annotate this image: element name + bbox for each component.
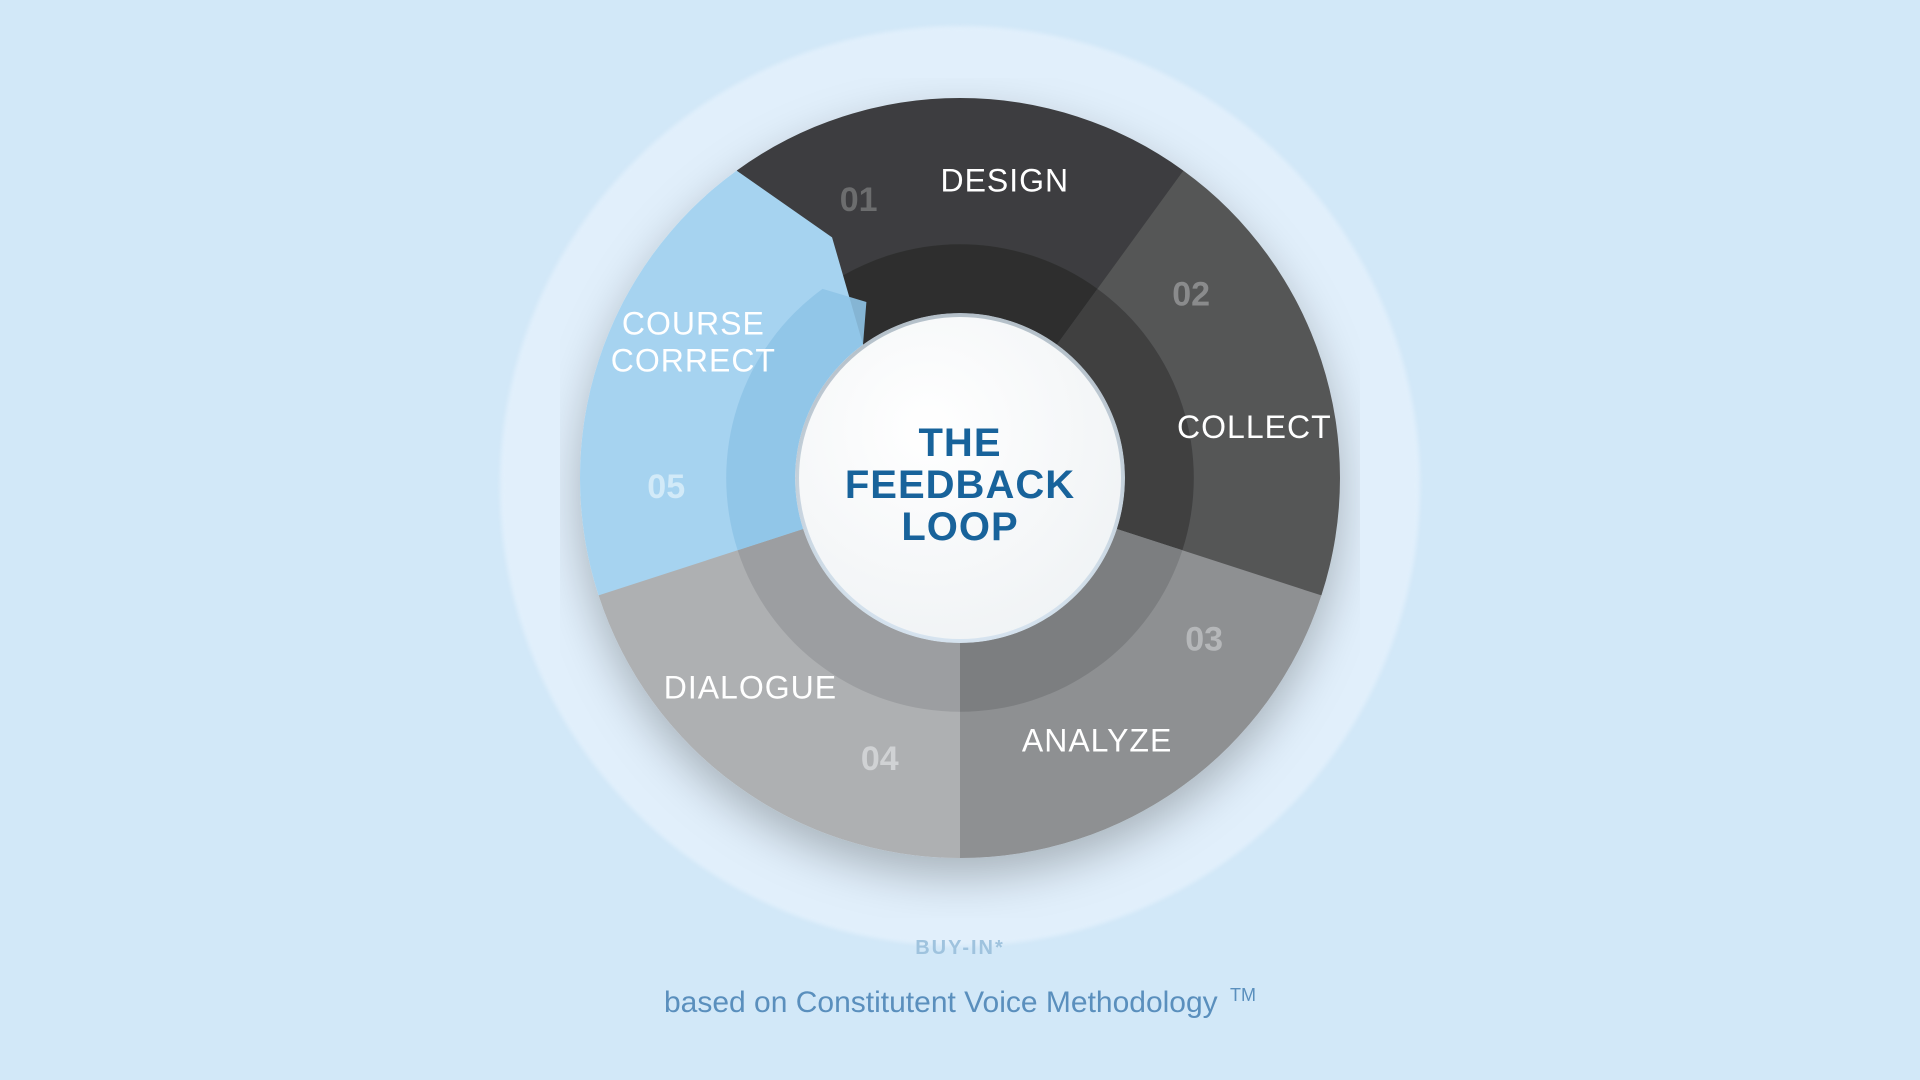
segment-design-number: 01 [840, 181, 878, 219]
feedback-loop-diagram: 01 DESIGN 02 COLLECT 03 ANALYZE 04 DIALOGUE 05 CO… [560, 78, 1360, 918]
segment-dialogue-number: 04 [861, 740, 899, 778]
segment-analyze-label: ANALYZE [1022, 722, 1172, 758]
segment-dialogue-label: DIALOGUE [664, 670, 837, 706]
segment-course-correct-number: 05 [647, 468, 685, 506]
caption: based on Constitutent Voice Methodology … [664, 985, 1256, 1020]
segment-analyze-number: 03 [1185, 621, 1223, 659]
segment-course-correct-label: COURSECORRECT [611, 306, 776, 379]
segment-collect-label: COLLECT [1177, 409, 1332, 445]
stage: 01 DESIGN 02 COLLECT 03 ANALYZE 04 DIALOGUE 05 CO… [0, 0, 1920, 1080]
segment-design-label: DESIGN [940, 163, 1069, 199]
buyin-label: BUY-IN* [915, 937, 1005, 960]
caption-text: based on Constitutent Voice Methodology [664, 986, 1218, 1019]
trademark: TM [1230, 985, 1256, 1005]
segment-collect-number: 02 [1172, 275, 1210, 313]
